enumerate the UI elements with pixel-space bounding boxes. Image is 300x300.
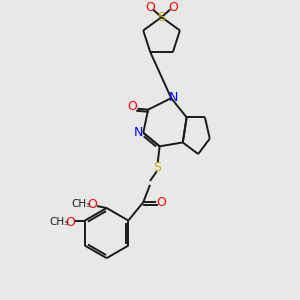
Text: S: S xyxy=(158,11,166,24)
Text: O: O xyxy=(87,198,97,211)
Text: O: O xyxy=(65,216,75,229)
Text: S: S xyxy=(153,161,161,174)
Text: N: N xyxy=(168,91,178,103)
Text: O: O xyxy=(157,196,166,209)
Text: N: N xyxy=(134,126,143,139)
Text: O: O xyxy=(128,100,138,113)
Text: O: O xyxy=(168,1,178,14)
Text: O: O xyxy=(145,1,155,14)
Text: CH₃: CH₃ xyxy=(71,199,90,209)
Text: CH₃: CH₃ xyxy=(49,218,68,227)
